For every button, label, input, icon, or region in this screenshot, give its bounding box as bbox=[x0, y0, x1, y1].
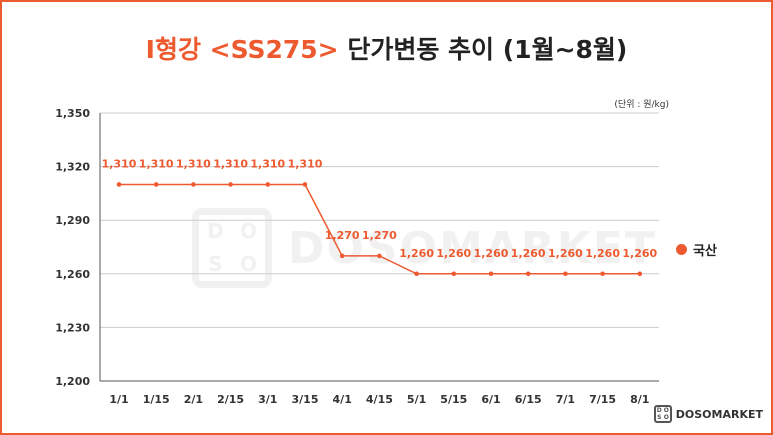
data-label: 1,260 bbox=[548, 247, 583, 260]
legend-marker-icon bbox=[676, 244, 687, 255]
data-label: 1,270 bbox=[362, 229, 397, 242]
data-point bbox=[228, 182, 233, 187]
x-tick-label: 7/15 bbox=[589, 393, 616, 406]
data-point bbox=[377, 253, 382, 259]
data-point bbox=[525, 271, 531, 277]
data-point bbox=[265, 182, 271, 187]
x-tick-label: 6/15 bbox=[515, 393, 542, 406]
unit-note: (단위 : 원/kg) bbox=[614, 100, 669, 110]
x-tick-label: 7/1 bbox=[556, 393, 575, 406]
data-label: 1,310 bbox=[288, 157, 323, 170]
data-point bbox=[153, 182, 159, 187]
watermark-text: DOSOMARKET bbox=[288, 222, 657, 274]
x-tick-label: 3/1 bbox=[258, 393, 277, 406]
x-tick-label: 1/15 bbox=[143, 393, 170, 406]
data-point bbox=[302, 182, 308, 187]
data-label: 1,310 bbox=[213, 157, 248, 170]
x-tick-label: 4/15 bbox=[366, 393, 393, 406]
legend: 국산 bbox=[676, 240, 717, 259]
y-tick-label: 1,290 bbox=[55, 214, 90, 227]
x-tick-label: 2/15 bbox=[217, 393, 244, 406]
title-rest: 단가변동 추이 (1월~8월) bbox=[338, 35, 628, 64]
legend-label: 국산 bbox=[693, 244, 717, 259]
data-label: 1,310 bbox=[176, 157, 211, 170]
data-label: 1,310 bbox=[250, 157, 285, 170]
data-point bbox=[414, 271, 419, 277]
data-label: 1,260 bbox=[474, 247, 509, 260]
data-label: 1,260 bbox=[622, 247, 657, 260]
y-tick-label: 1,320 bbox=[55, 161, 90, 174]
data-point bbox=[488, 271, 494, 277]
x-tick-label: 3/15 bbox=[292, 393, 319, 406]
y-tick-label: 1,350 bbox=[55, 107, 90, 120]
data-point bbox=[600, 271, 605, 277]
data-point bbox=[191, 182, 196, 187]
title-accent: I형강 <SS275> bbox=[145, 35, 339, 64]
x-tick-label: 5/15 bbox=[440, 393, 467, 406]
data-point bbox=[637, 271, 643, 277]
data-label: 1,260 bbox=[585, 247, 620, 260]
data-label: 1,260 bbox=[399, 247, 434, 260]
x-tick-label: 8/1 bbox=[630, 393, 649, 406]
data-point bbox=[116, 182, 122, 187]
data-point bbox=[563, 271, 568, 277]
data-label: 1,260 bbox=[436, 247, 471, 260]
data-label: 1,260 bbox=[511, 247, 546, 260]
x-tick-label: 1/1 bbox=[109, 393, 128, 406]
x-tick-label: 5/1 bbox=[407, 393, 426, 406]
data-label: 1,310 bbox=[139, 157, 174, 170]
y-tick-label: 1,200 bbox=[55, 375, 90, 388]
x-tick-label: 4/1 bbox=[333, 393, 352, 406]
data-label: 1,310 bbox=[102, 157, 137, 170]
x-tick-label: 6/1 bbox=[481, 393, 500, 406]
data-label: 1,270 bbox=[325, 229, 360, 242]
y-tick-label: 1,230 bbox=[55, 321, 90, 334]
chart-title: I형강 <SS275> 단가변동 추이 (1월~8월) bbox=[0, 30, 773, 66]
y-tick-label: 1,260 bbox=[55, 268, 90, 281]
brand-text: DOSOMARKET bbox=[675, 407, 763, 421]
data-point bbox=[339, 253, 345, 259]
x-tick-label: 2/1 bbox=[184, 393, 203, 406]
data-point bbox=[451, 271, 457, 277]
